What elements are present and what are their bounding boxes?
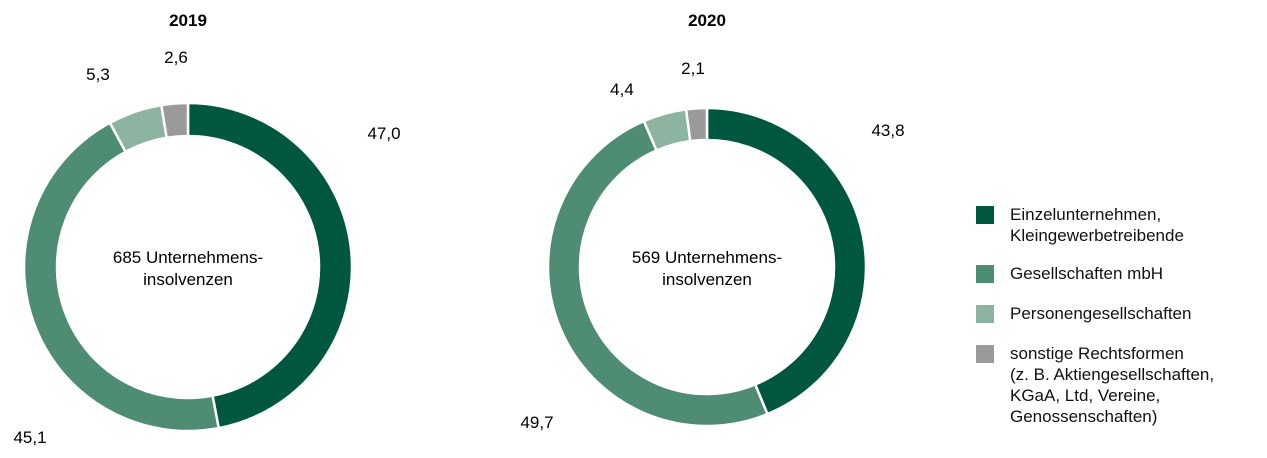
data-label-2020-0: 43,8 — [871, 121, 904, 140]
data-label-2020-2: 4,4 — [610, 80, 634, 99]
donut-segment-2020-1 — [546, 119, 770, 428]
legend-swatch — [976, 305, 994, 323]
chart-title-2020: 2020 — [688, 11, 726, 30]
legend-swatch — [976, 206, 994, 224]
legend-item-personengesellschaften: Personengesellschaften — [976, 303, 1266, 324]
data-label-2019-3: 2,6 — [164, 48, 188, 67]
donut-segment-2019-0 — [186, 101, 354, 430]
data-label-2019-2: 5,3 — [86, 65, 110, 84]
data-label-2019-0: 47,0 — [367, 124, 400, 143]
data-label-2019-1: 45,1 — [13, 428, 46, 447]
center-text-2019-0: 685 Unternehmens- — [113, 248, 263, 267]
donut-segment-2020-3 — [684, 106, 709, 143]
center-text-2019-1: insolvenzen — [143, 270, 233, 289]
donut-segment-2019-3 — [159, 101, 190, 140]
legend-item-sonstige: sonstige Rechtsformen (z. B. Aktiengesel… — [976, 343, 1266, 427]
legend-label: sonstige Rechtsformen (z. B. Aktiengesel… — [1010, 344, 1215, 426]
center-text-2020-1: insolvenzen — [662, 270, 752, 289]
legend-item-gmbh: Gesellschaften mbH — [976, 263, 1266, 284]
legend-label: Gesellschaften mbH — [1010, 264, 1164, 283]
donut-segment-2019-1 — [22, 121, 221, 433]
center-text-2020-0: 569 Unternehmens- — [632, 248, 782, 267]
legend: Einzelunternehmen, Kleingewerbetreibende… — [976, 204, 1266, 427]
data-label-2020-1: 49,7 — [520, 413, 553, 432]
legend-item-einzelunternehmen: Einzelunternehmen, Kleingewerbetreibende — [976, 204, 1266, 246]
legend-label: Einzelunternehmen, Kleingewerbetreibende — [1010, 205, 1184, 245]
legend-swatch — [976, 345, 994, 363]
chart-title-2019: 2019 — [169, 11, 207, 30]
legend-swatch — [976, 265, 994, 283]
data-label-2020-3: 2,1 — [681, 59, 705, 78]
legend-label: Personengesellschaften — [1010, 304, 1192, 323]
